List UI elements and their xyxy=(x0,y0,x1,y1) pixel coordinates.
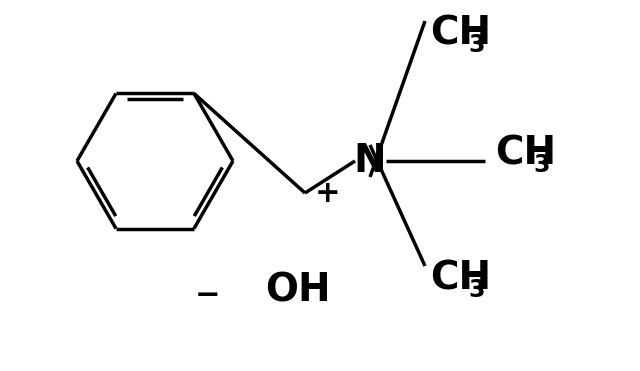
Text: 3: 3 xyxy=(468,33,484,57)
Text: 3: 3 xyxy=(468,278,484,302)
Text: CH: CH xyxy=(430,14,491,52)
Text: CH: CH xyxy=(495,134,556,172)
Text: +: + xyxy=(315,178,341,207)
Text: CH: CH xyxy=(430,259,491,297)
Text: 3: 3 xyxy=(533,153,550,177)
Text: OH: OH xyxy=(265,272,331,310)
Text: N: N xyxy=(354,142,387,180)
Text: −: − xyxy=(195,282,220,311)
